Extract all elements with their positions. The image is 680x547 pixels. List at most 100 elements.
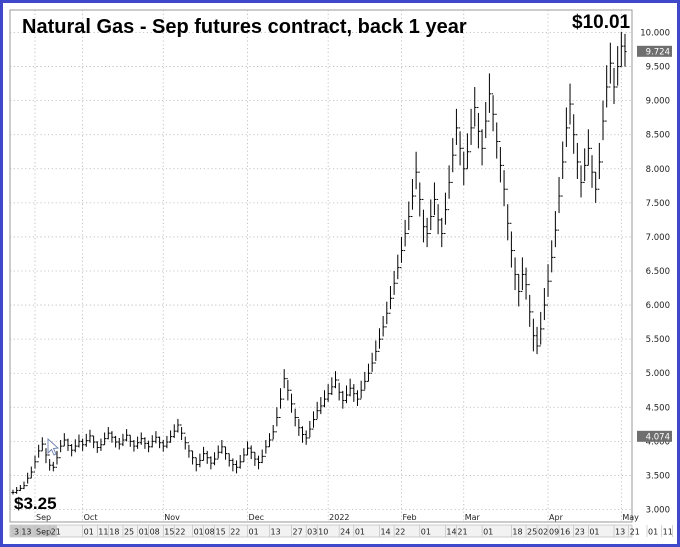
- x-month-label: Sep: [36, 513, 51, 522]
- price-bar: [557, 176, 561, 231]
- price-bar: [476, 106, 481, 149]
- price-bar: [601, 100, 605, 163]
- price-bar: [289, 389, 294, 413]
- x-day-label: 22: [230, 528, 240, 537]
- y-tick-label: 9.000: [646, 97, 670, 107]
- price-bar: [498, 141, 503, 183]
- x-day-label: 01: [249, 528, 259, 537]
- price-bar: [293, 403, 297, 427]
- x-day-label: 3: [14, 528, 19, 537]
- price-bar: [311, 411, 316, 430]
- plot-border: [9, 9, 633, 523]
- price-bar: [59, 439, 63, 459]
- price-bar: [106, 427, 110, 440]
- price-bar: [366, 363, 371, 382]
- x-day-label: 27: [293, 528, 303, 537]
- x-day-label: 22: [175, 528, 185, 537]
- ohlc-chart: 3.000 3.500 4.000 4.500 5.000 5.500 6.000 6.500…: [6, 6, 674, 538]
- price-bar: [590, 147, 594, 188]
- price-bar: [440, 217, 444, 248]
- price-bar: [575, 134, 579, 180]
- price-bar: [608, 42, 612, 88]
- price-bar: [168, 430, 173, 443]
- price-bar: [18, 484, 22, 492]
- price-bar: [146, 440, 151, 453]
- price-bar: [513, 250, 517, 291]
- price-bar: [359, 380, 363, 400]
- price-bar: [135, 436, 140, 449]
- price-bar: [388, 285, 393, 314]
- price-bar: [487, 73, 492, 122]
- price-bar: [407, 201, 411, 235]
- y-tick-label: 8.500: [646, 131, 670, 141]
- price-bar: [110, 431, 114, 443]
- high-price-annotation: $10.01: [572, 12, 631, 33]
- x-day-label: 01: [483, 528, 493, 537]
- x-day-label: 01: [139, 528, 149, 537]
- price-bar: [15, 487, 19, 494]
- price-bar: [26, 472, 30, 487]
- price-bar: [220, 439, 224, 454]
- price-bar: [458, 127, 462, 166]
- price-bar: [392, 271, 396, 299]
- x-day-label: 01: [421, 528, 431, 537]
- price-bar: [491, 93, 495, 132]
- price-bar: [183, 432, 187, 450]
- y-tick-label: 6.000: [646, 301, 670, 311]
- price-bar: [619, 31, 623, 68]
- price-bar: [238, 454, 242, 469]
- x-day-label: 03: [307, 528, 317, 537]
- price-bar: [121, 433, 125, 447]
- price-bar: [326, 384, 330, 402]
- price-bar: [297, 417, 301, 436]
- x-day-label: 01: [648, 528, 658, 537]
- price-bar: [282, 369, 286, 400]
- price-bar: [172, 424, 176, 438]
- price-bar: [161, 439, 165, 452]
- price-bar: [125, 429, 129, 442]
- price-bar: [568, 83, 572, 129]
- y-tick-label: 9.500: [646, 63, 670, 73]
- price-bar: [33, 455, 37, 473]
- x-day-label: 10: [318, 528, 328, 537]
- price-bar: [432, 182, 437, 217]
- price-bar: [542, 288, 546, 330]
- price-bar: [165, 435, 169, 449]
- price-bar: [201, 446, 206, 461]
- y-tick-label: 3.000: [646, 506, 670, 516]
- y-tick-label: 6.500: [646, 267, 670, 277]
- x-day-label: 18: [109, 528, 119, 537]
- low-price-annotation: $3.25: [14, 494, 57, 513]
- y-axis: 3.000 3.500 4.000 4.500 5.000 5.500 6.000 6.500…: [637, 29, 672, 516]
- price-bar: [352, 384, 356, 402]
- price-bar: [264, 439, 268, 457]
- y-tick-label: 10.000: [640, 29, 670, 39]
- price-bar: [22, 481, 26, 490]
- x-axis-band-highlight: [10, 525, 57, 537]
- price-bar: [81, 438, 85, 451]
- price-bar: [451, 138, 455, 183]
- price-bar: [443, 192, 448, 235]
- price-bar: [370, 352, 374, 374]
- price-bar: [62, 433, 66, 447]
- price-bar: [66, 438, 70, 451]
- price-bar: [399, 236, 404, 269]
- price-bar: [341, 390, 345, 409]
- price-bar: [337, 379, 341, 401]
- y-tick-label: 3.500: [646, 471, 670, 481]
- price-bar: [502, 164, 506, 207]
- y-tick-label: 8.000: [646, 165, 670, 175]
- price-bar: [227, 453, 231, 467]
- price-bar: [73, 439, 77, 453]
- price-bar: [572, 103, 576, 154]
- price-bar: [92, 435, 96, 449]
- price-bar: [330, 377, 334, 396]
- price-bar: [304, 430, 308, 445]
- price-bar: [179, 424, 184, 440]
- x-day-label: 13: [271, 528, 281, 537]
- price-bar: [139, 432, 143, 445]
- price-bar: [509, 222, 513, 268]
- price-bar: [469, 108, 473, 153]
- price-bar: [616, 46, 620, 88]
- price-bar: [271, 425, 275, 441]
